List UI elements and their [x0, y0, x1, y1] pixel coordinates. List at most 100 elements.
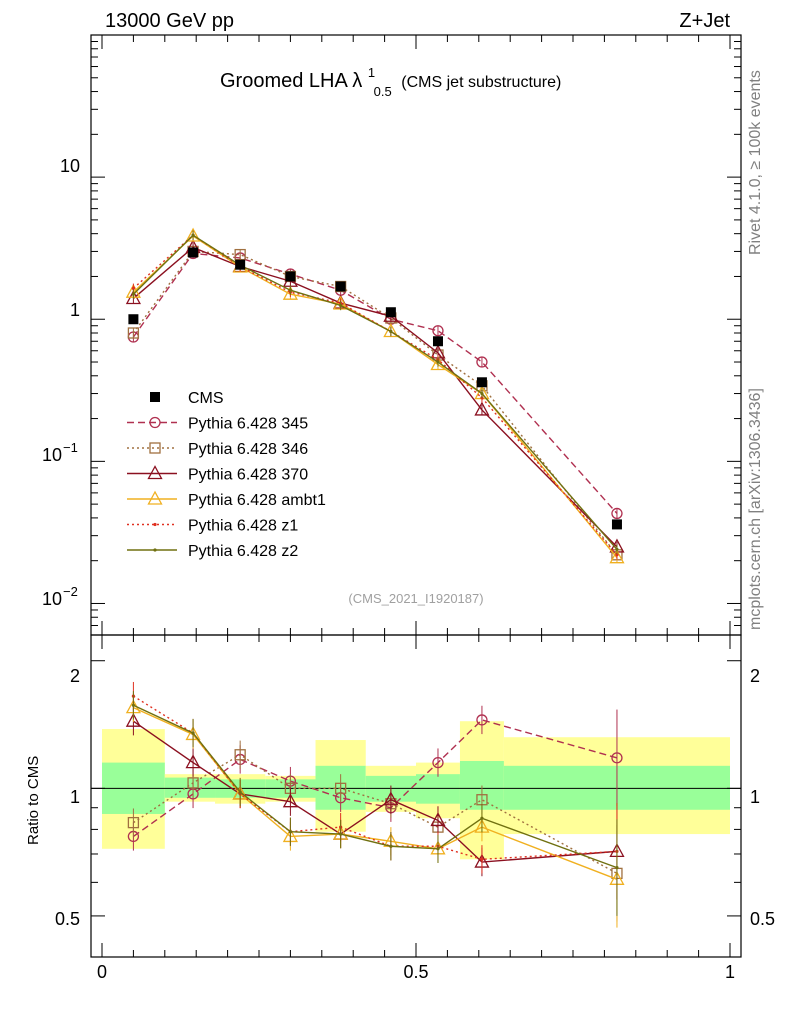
ratio-series-marker [480, 857, 484, 861]
ratio-tick-left-1: 1 [70, 787, 80, 807]
plot-title: Groomed LHA λ 1 0.5 (CMS jet substructur… [220, 60, 561, 101]
main-series-marker [191, 233, 195, 237]
ratio-series-marker [611, 752, 623, 764]
main-series-marker [611, 507, 623, 520]
rivet-version-label: Rivet 4.1.0, ≥ 100k events [747, 70, 764, 255]
main-series-marker [474, 401, 490, 416]
legend-label: Pythia 6.428 345 [188, 416, 308, 433]
main-series-marker [288, 288, 292, 292]
legend-marker [149, 442, 161, 454]
main-series-marker [131, 286, 135, 290]
y-tick-0p01-base: 10 [42, 589, 62, 609]
main-series-marker [480, 391, 484, 396]
ratio-series-marker [476, 714, 488, 726]
ratio-tick-left-2: 2 [70, 666, 80, 686]
ratio-series-marker [234, 749, 246, 761]
ratio-series-marker [125, 712, 141, 727]
legend-marker [153, 522, 157, 527]
legend-label: Pythia 6.428 370 [188, 467, 308, 484]
x-tick-label-0: 0 [97, 962, 107, 982]
legend-label-cms: CMS [188, 390, 224, 407]
plot-title-sub: 0.5 [374, 84, 392, 99]
ratio-series-marker [131, 703, 135, 707]
main-series-marker [436, 360, 440, 364]
main-series-marker [609, 549, 625, 564]
legend-label: Pythia 6.428 z1 [188, 518, 298, 535]
ratio-series-marker [383, 791, 399, 806]
main-series-marker [615, 547, 619, 552]
legend-marker [153, 548, 157, 552]
ratio-series-marker [430, 812, 446, 827]
plot-title-sup: 1 [368, 65, 375, 80]
header-process-label: Z+Jet [679, 10, 730, 32]
ratio-series-marker [480, 816, 484, 820]
main-series-marker [127, 327, 140, 339]
legend-marker-cms [150, 392, 160, 402]
axis-ticks [91, 34, 741, 957]
main-series-marker [615, 553, 619, 557]
legend-label: Pythia 6.428 ambt1 [188, 492, 326, 509]
plot-title-symbol: λ [352, 70, 362, 92]
main-plot-series [125, 227, 625, 564]
ratio-series-marker [288, 830, 292, 834]
main-series-line [132, 234, 618, 556]
legend-marker [147, 465, 163, 480]
y-tick-exp-0p1: −1 [63, 440, 78, 455]
y-tick-label-0p01: 10 [42, 589, 62, 609]
main-series-line [132, 250, 618, 556]
cms-data-point [235, 259, 246, 270]
mcplots-label: mcplots.cern.ch [arXiv:1306.3436] [747, 388, 764, 630]
ratio-series-line [132, 719, 618, 838]
ratio-plot-series [125, 681, 625, 928]
y-tick-label-10: 10 [60, 156, 80, 176]
main-series-marker [432, 325, 444, 337]
y-tick-label-1: 1 [70, 300, 80, 320]
ratio-series-marker [615, 866, 619, 870]
analysis-id-label: (CMS_2021_I1920187) [348, 591, 483, 606]
ratio-series-marker [334, 782, 347, 794]
plot-title-main: Groomed LHA [220, 70, 348, 92]
cms-data-point [611, 519, 622, 530]
ratio-y-axis-label: Ratio to CMS [25, 756, 42, 845]
legend-marker [149, 416, 161, 429]
ratio-series-marker [282, 793, 298, 808]
ratio-series-marker [436, 847, 440, 851]
cms-data-point [385, 307, 396, 318]
legend: CMS Pythia 6.428 345 Pythia 6.428 346 Pythi… [127, 390, 326, 560]
legend-label: Pythia 6.428 346 [188, 441, 308, 458]
ratio-series-marker [185, 754, 201, 769]
cms-data-point [476, 377, 487, 388]
cms-data-point [285, 271, 296, 282]
stat-band-bin [416, 774, 460, 804]
main-series-marker [185, 227, 201, 242]
header-energy-label: 13000 GeV pp [105, 10, 234, 32]
ratio-series-line [133, 753, 618, 874]
ratio-tick-right-0p5: 0.5 [750, 909, 775, 929]
cms-data-point [432, 336, 443, 347]
ratio-series-marker [187, 777, 199, 789]
cms-data-point [128, 314, 139, 325]
main-series-marker [339, 303, 343, 308]
ratio-series-marker [432, 756, 444, 769]
legend-marker [147, 490, 163, 505]
y-tick-exp-0p01: −2 [63, 584, 78, 599]
cms-data-point [188, 247, 199, 258]
ratio-series-marker [191, 731, 195, 735]
ratio-series-marker [127, 816, 140, 829]
plot-title-suffix: (CMS jet substructure) [401, 74, 561, 91]
ratio-tick-left-0p5: 0.5 [55, 909, 80, 929]
ratio-series-marker [238, 790, 242, 794]
cms-data-point [335, 281, 346, 292]
x-tick-label-1: 1 [725, 962, 735, 982]
ratio-series-marker [389, 844, 393, 848]
ratio-uncertainty-bands [91, 721, 741, 860]
ratio-series-marker [339, 832, 343, 836]
main-series-marker [476, 356, 488, 368]
y-tick-label-0p1: 10 [42, 445, 62, 465]
x-tick-label-0p5: 0.5 [403, 962, 428, 982]
ratio-tick-right-2: 2 [750, 666, 760, 686]
main-series-marker [389, 329, 393, 334]
main-series-marker [131, 292, 135, 296]
legend-label: Pythia 6.428 z2 [188, 543, 298, 560]
